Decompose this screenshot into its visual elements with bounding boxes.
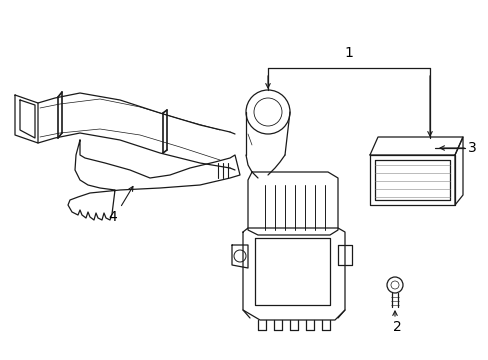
Text: 1: 1: [344, 46, 353, 60]
Text: 3: 3: [467, 141, 476, 155]
Text: 4: 4: [108, 210, 117, 224]
Text: 2: 2: [392, 320, 401, 334]
